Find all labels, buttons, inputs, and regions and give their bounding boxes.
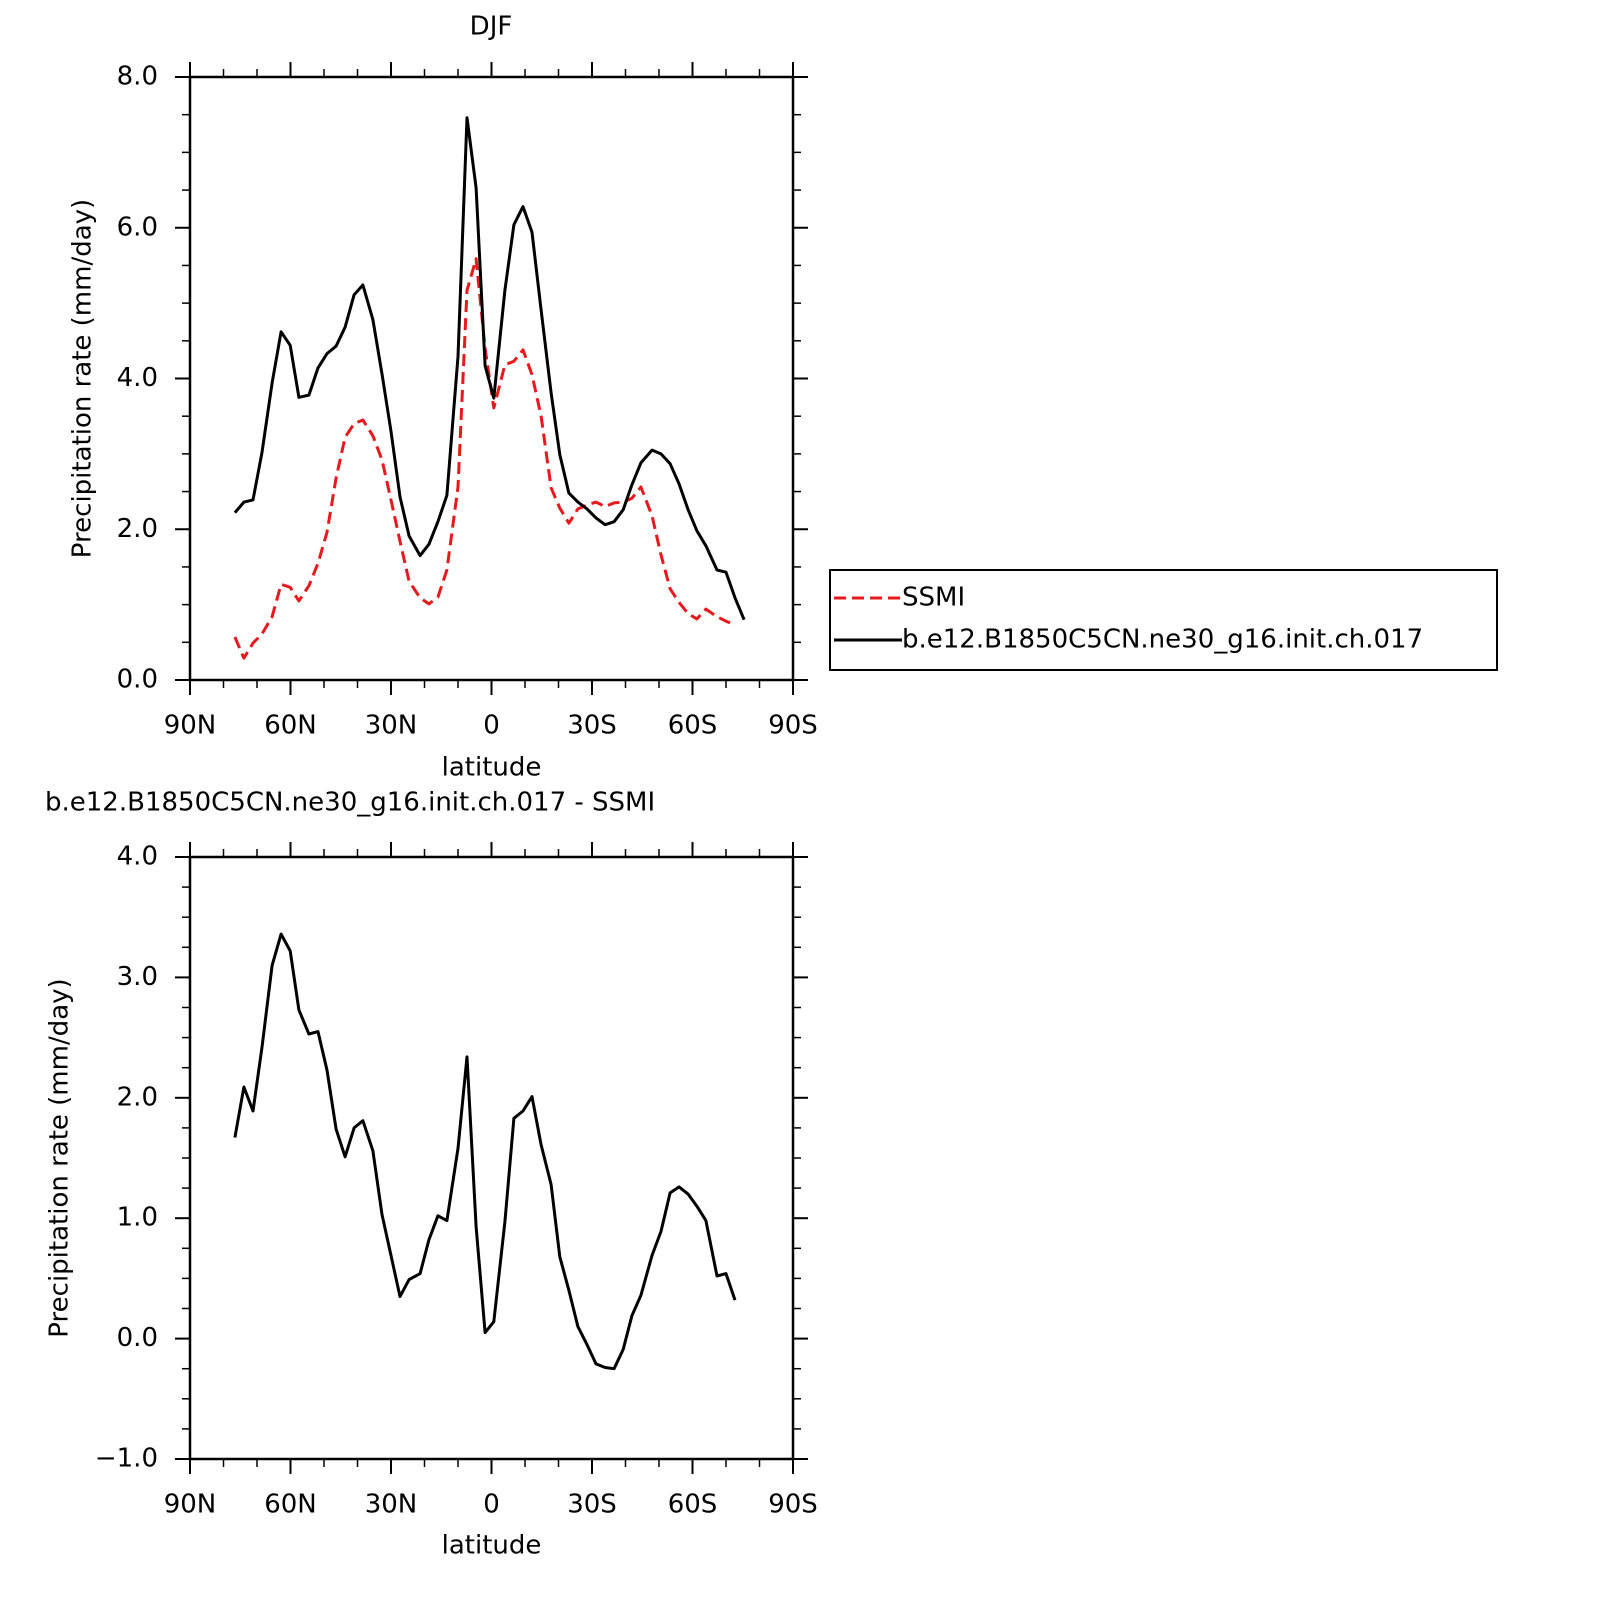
legend-label: b.e12.B1850C5CN.ne30_g16.init.ch.017 xyxy=(902,625,1423,655)
chart-title: DJF xyxy=(470,12,513,42)
legend-box xyxy=(829,569,1498,671)
y-tick-label: 3.0 xyxy=(117,962,158,992)
y-tick-label: 6.0 xyxy=(117,212,158,242)
x-tick-label: 30S xyxy=(567,1490,617,1520)
y-tick-label: 0.0 xyxy=(117,1323,158,1353)
x-tick-label: 30N xyxy=(365,711,418,741)
data-line xyxy=(233,932,737,1371)
y-tick-label: 4.0 xyxy=(117,842,158,872)
x-tick-label: 30S xyxy=(567,711,617,741)
y-tick-label: 0.0 xyxy=(117,665,158,695)
x-axis-label: latitude xyxy=(442,1531,542,1561)
chart-title: b.e12.B1850C5CN.ne30_g16.init.ch.017 - S… xyxy=(45,788,655,818)
x-axis-label: latitude xyxy=(442,753,542,783)
data-line xyxy=(233,116,746,621)
x-tick-label: 0 xyxy=(483,711,500,741)
x-tick-label: 60N xyxy=(264,711,317,741)
x-tick-label: 90N xyxy=(164,711,217,741)
y-axis-label: Precipitation rate (mm/day) xyxy=(45,978,75,1337)
x-tick-label: 30N xyxy=(365,1490,418,1520)
x-tick-label: 60S xyxy=(668,1490,718,1520)
data-line xyxy=(233,257,736,660)
y-tick-label: −1.0 xyxy=(95,1444,158,1474)
x-tick-label: 90S xyxy=(768,1490,818,1520)
y-tick-label: 1.0 xyxy=(117,1203,158,1233)
y-axis-label: Precipitation rate (mm/day) xyxy=(68,199,98,558)
y-tick-label: 2.0 xyxy=(117,514,158,544)
x-tick-label: 90S xyxy=(768,711,818,741)
x-tick-label: 60S xyxy=(668,711,718,741)
plot-frame xyxy=(188,855,795,1461)
x-tick-label: 90N xyxy=(164,1490,217,1520)
y-tick-label: 8.0 xyxy=(117,62,158,92)
x-tick-label: 0 xyxy=(483,1490,500,1520)
y-tick-label: 2.0 xyxy=(117,1082,158,1112)
x-tick-label: 60N xyxy=(264,1490,317,1520)
legend-label: SSMI xyxy=(902,583,965,613)
y-tick-label: 4.0 xyxy=(117,363,158,393)
